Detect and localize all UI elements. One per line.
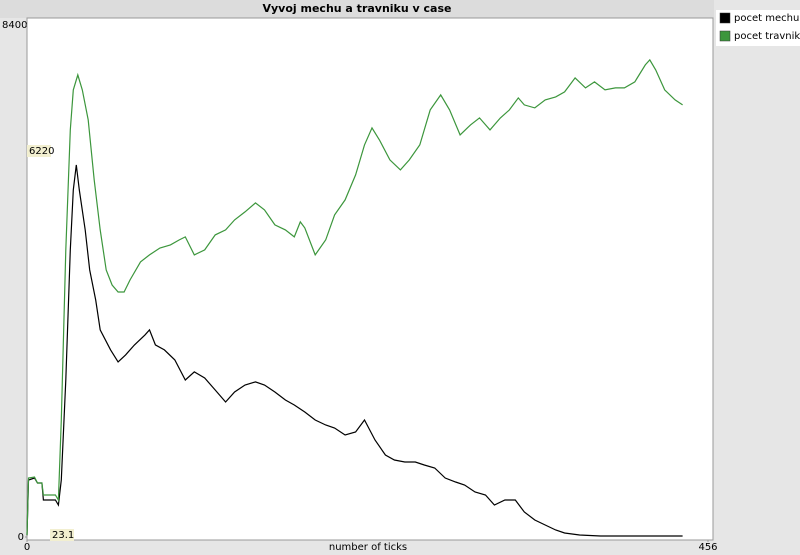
plot-area: [26, 17, 714, 541]
chart-title: Vyvoj mechu a travniku v case: [262, 2, 451, 15]
x-tick-label: 0: [24, 542, 30, 553]
series-line: [26, 164, 683, 537]
series-line: [26, 58, 683, 536]
annotation-bg: [27, 145, 51, 157]
legend-swatch: [719, 30, 731, 42]
x-tick-label: 456: [698, 542, 717, 553]
annotation: 23.1: [52, 530, 74, 541]
annotation: 6220: [29, 146, 54, 157]
y-tick-label: 0: [18, 532, 24, 543]
legend-swatch: [719, 12, 731, 24]
legend-label: pocet mechu: [734, 13, 799, 24]
annotation-bg: [50, 529, 74, 541]
y-tick-label: 8400: [2, 20, 27, 31]
x-axis-label: number of ticks: [329, 542, 407, 553]
legend-label: pocet travniku: [734, 31, 800, 42]
title-bar: [0, 0, 714, 18]
